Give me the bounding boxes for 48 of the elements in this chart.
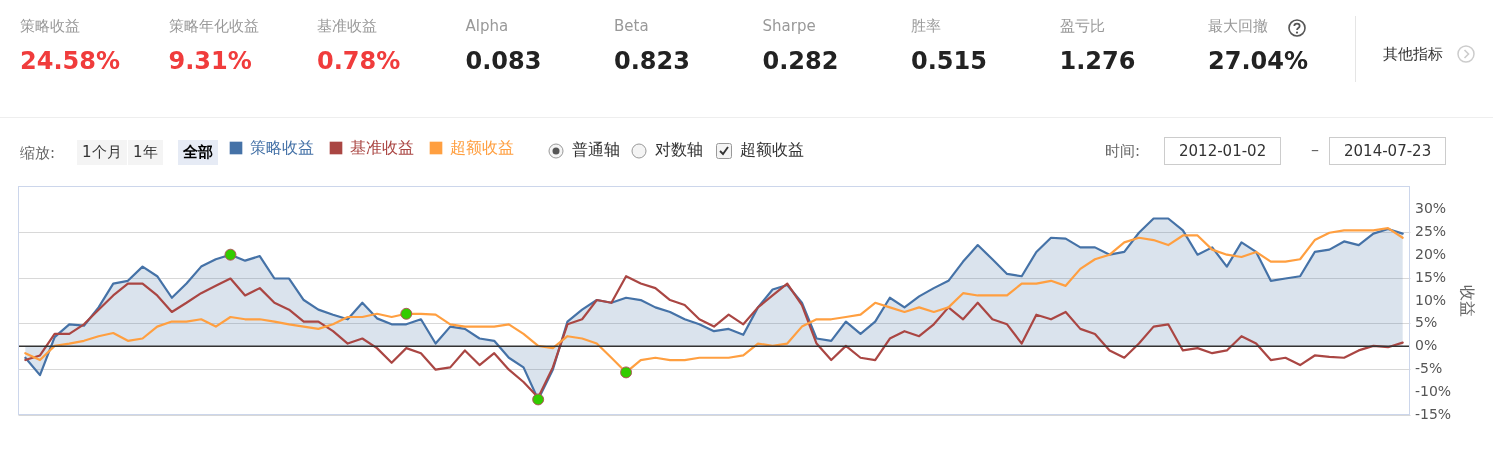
- point: [620, 366, 633, 379]
- text: 胜率: [911, 17, 941, 36]
- text: 0.282: [762, 47, 839, 75]
- y-axis-title: 收益: [1457, 285, 1477, 317]
- text: 最大回撤: [1208, 17, 1268, 36]
- text: 缩放:: [20, 144, 56, 163]
- y-tick-label: 0%: [1415, 337, 1438, 354]
- y-tick-label: 5%: [1415, 314, 1438, 331]
- legend-label: 超额收益: [450, 138, 514, 157]
- text: 其他指标: [1383, 45, 1443, 64]
- zoom-button: 全部: [178, 140, 218, 165]
- point: [400, 307, 413, 320]
- text: 基准收益: [317, 17, 377, 36]
- y-tick-label: 20%: [1415, 245, 1447, 262]
- y-tick-label: -15%: [1415, 406, 1452, 422]
- legend-label: 策略收益: [250, 138, 314, 157]
- text: Alpha: [465, 17, 509, 35]
- y-tick-label: 25%: [1415, 222, 1447, 239]
- text: 对数轴: [655, 140, 703, 161]
- text: 超额收益: [740, 140, 804, 161]
- legend-label: 基准收益: [350, 138, 414, 157]
- text: 0.083: [465, 47, 542, 75]
- text: 时间:: [1105, 142, 1141, 161]
- zoom-button: 1个月: [77, 140, 127, 165]
- date-field: 2012-01-02: [1164, 137, 1282, 165]
- text: 27.04%: [1208, 47, 1308, 75]
- y-tick-label: -10%: [1415, 383, 1452, 400]
- text: 0.823: [614, 47, 690, 75]
- text: –: [1311, 140, 1319, 159]
- zoom-button: 1年: [128, 140, 163, 165]
- y-tick-label: -5%: [1415, 360, 1443, 377]
- text: 24.58%: [20, 47, 120, 75]
- y-tick-label: 15%: [1415, 268, 1447, 285]
- text: 0.78%: [317, 47, 401, 75]
- y-tick-label: 30%: [1415, 199, 1447, 216]
- point: [224, 248, 237, 261]
- text: 策略收益: [20, 17, 80, 36]
- text: Beta: [614, 17, 649, 35]
- text: Sharpe: [762, 17, 816, 35]
- text: 0.515: [911, 47, 987, 75]
- text: 9.31%: [168, 47, 252, 75]
- text: 策略年化收益: [168, 17, 259, 36]
- date-field: 2014-07-23: [1329, 137, 1447, 165]
- text: 普通轴: [572, 140, 620, 161]
- text: 1.276: [1059, 47, 1136, 75]
- point: [532, 393, 545, 406]
- text: 盈亏比: [1059, 17, 1105, 36]
- y-tick-label: 10%: [1415, 291, 1447, 308]
